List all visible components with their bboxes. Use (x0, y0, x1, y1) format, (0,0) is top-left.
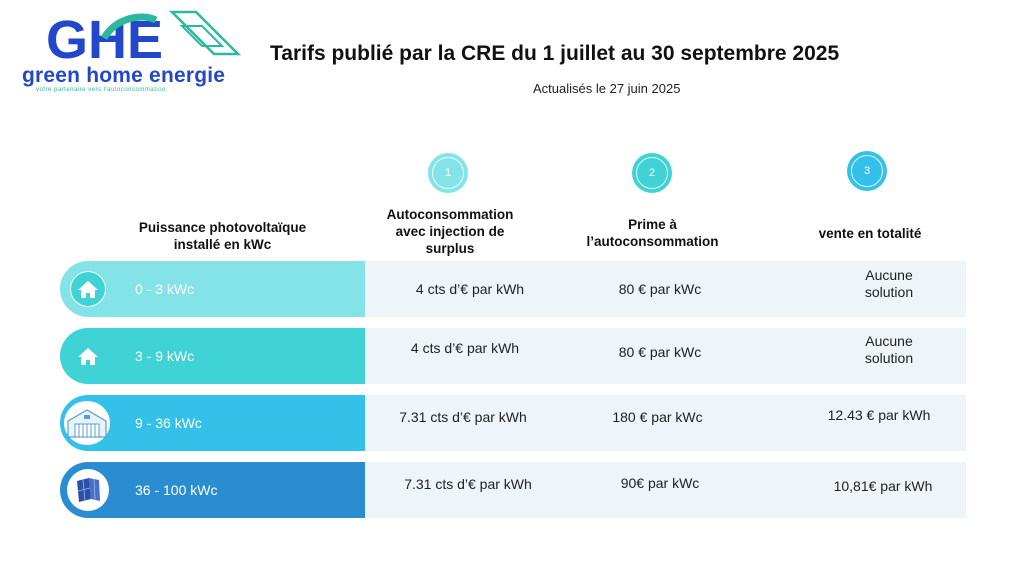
power-range: 0 - 3 kWc (135, 281, 195, 297)
power-range: 9 - 36 kWc (135, 415, 202, 431)
step-1-badge: 1 (428, 153, 468, 193)
vente-value: 12.43 € par kWh (827, 407, 931, 423)
page-title: Tarifs publié par la CRE du 1 juillet au… (270, 42, 840, 65)
tariff-row-3-9: 3 - 9 kWc 4 cts d’€ par kWh 80 € par kWc… (60, 328, 966, 384)
row-values-bg (365, 395, 966, 451)
prime-value: 180 € par kWc (612, 409, 703, 425)
brand-tagline: votre partenaire vers l'autoconsommation (36, 87, 166, 93)
header-power: Puissance photovoltaïque installé en kWc (138, 220, 307, 252)
autoconsommation-value: 4 cts d’€ par kWh (410, 340, 520, 356)
house-icon (67, 335, 109, 377)
row-band (60, 395, 365, 451)
prime-value: 80 € par kWc (618, 344, 702, 360)
prime-value: 90€ par kWc (620, 475, 700, 491)
logo-mark: GHE (46, 10, 242, 70)
tariff-row-9-36: 9 - 36 kWc 7.31 cts d’€ par kWh 180 € pa… (60, 395, 966, 451)
page-subtitle: Actualisés le 27 juin 2025 (533, 81, 681, 96)
house-icon (67, 268, 109, 310)
row-band (60, 261, 365, 317)
power-range: 36 - 100 kWc (135, 482, 218, 498)
header-autoconsommation: Autoconsommation avec injection de surplus (386, 207, 514, 256)
brand-logo: GHE green home energie votre partenaire … (22, 8, 252, 93)
vente-value: Aucune solution (864, 267, 914, 300)
row-values-bg (365, 328, 966, 384)
autoconsommation-value: 7.31 cts d’€ par kWh (404, 476, 532, 492)
brand-name: green home energie (22, 64, 226, 87)
row-band (60, 328, 365, 384)
solar-panel-icon (67, 469, 109, 511)
autoconsommation-value: 4 cts d’€ par kWh (415, 281, 525, 297)
header-prime: Prime à l’autoconsommation (586, 217, 719, 249)
vente-value: 10,81€ par kWh (833, 478, 933, 494)
autoconsommation-value: 7.31 cts d’€ par kWh (399, 409, 527, 425)
warehouse-icon (64, 401, 110, 445)
step-3-badge: 3 (847, 151, 887, 191)
vente-value: Aucune solution (864, 333, 914, 366)
prime-value: 80 € par kWc (618, 281, 702, 297)
header-vente: vente en totalité (818, 226, 922, 241)
tariff-row-36-100: 36 - 100 kWc 7.31 cts d’€ par kWh 90€ pa… (60, 462, 966, 518)
row-values-bg (365, 261, 966, 317)
row-band (60, 462, 365, 518)
step-2-badge: 2 (632, 153, 672, 193)
row-values-bg (365, 462, 966, 518)
tariff-row-0-3: 0 - 3 kWc 4 cts d’€ par kWh 80 € par kWc… (60, 261, 966, 317)
power-range: 3 - 9 kWc (135, 348, 195, 364)
